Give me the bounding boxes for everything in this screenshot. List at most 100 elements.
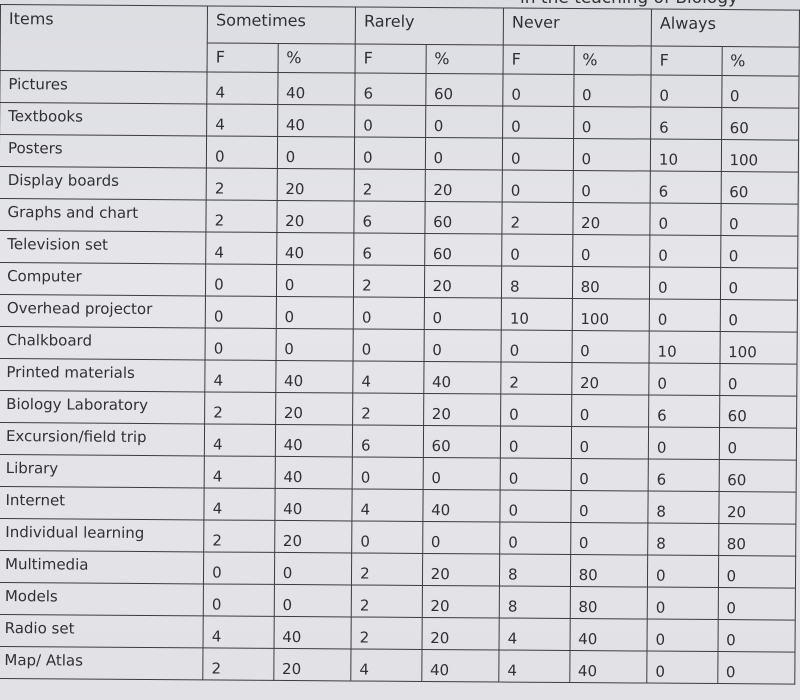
rarely-percent-cell: 60 [425, 73, 504, 107]
never-f-cell: 2 [501, 202, 573, 235]
header-percent: % [277, 43, 356, 73]
header-f: F [355, 43, 426, 74]
item-name: Display boards [0, 166, 207, 200]
never-percent-cell: 0 [572, 234, 650, 268]
sometimes-percent-cell: 0 [277, 136, 355, 169]
always-f-cell: 6 [650, 171, 721, 204]
sometimes-percent-cell: 0 [273, 584, 352, 617]
rarely-percent-cell: 40 [421, 649, 500, 682]
rarely-f-cell: 2 [351, 584, 423, 618]
never-f-cell: 4 [499, 618, 570, 651]
rarely-percent-cell: 40 [423, 361, 502, 395]
rarely-f-cell: 2 [354, 168, 426, 202]
sometimes-percent-cell: 40 [274, 488, 353, 521]
sometimes-percent-cell: 40 [276, 232, 355, 265]
rarely-percent-cell: 20 [422, 553, 500, 587]
rarely-f-cell: 0 [353, 328, 424, 362]
always-f-cell: 6 [648, 459, 719, 492]
sometimes-f-cell: 2 [204, 391, 276, 425]
rarely-percent-cell: 0 [423, 297, 502, 331]
header-row-groups: Items Sometimes Rarely Never Always [0, 4, 800, 72]
rarely-f-cell: 4 [350, 648, 422, 682]
item-name: Printed materials [0, 358, 206, 392]
sometimes-f-cell: 2 [203, 519, 275, 553]
header-f: F [207, 42, 278, 73]
sometimes-f-cell: 2 [206, 199, 277, 233]
sometimes-f-cell: 0 [205, 263, 277, 297]
sometimes-percent-cell: 40 [277, 104, 355, 137]
table-row: Map/ Atlas 2 20 4 40 4 40 0 0 [0, 646, 795, 685]
never-percent-cell: 0 [572, 170, 651, 204]
never-f-cell: 8 [501, 266, 573, 299]
never-f-cell: 8 [499, 586, 571, 619]
always-f-cell: 0 [647, 555, 719, 588]
sometimes-percent-cell: 40 [274, 456, 353, 489]
item-name: Overhead projector [0, 294, 206, 328]
never-percent-cell: 0 [570, 490, 649, 524]
never-percent-cell: 0 [571, 394, 649, 428]
rarely-f-cell: 0 [353, 296, 425, 330]
rarely-f-cell: 6 [352, 424, 424, 458]
always-f-cell: 0 [648, 363, 720, 396]
rarely-percent-cell: 20 [421, 617, 500, 650]
never-f-cell: 8 [499, 554, 571, 587]
never-percent-cell: 0 [571, 330, 650, 364]
always-percent-cell: 80 [718, 523, 796, 557]
never-percent-cell: 20 [571, 362, 650, 396]
always-percent-cell: 60 [720, 171, 799, 205]
always-f-cell: 8 [647, 523, 719, 556]
header-sometimes: Sometimes [207, 5, 356, 44]
never-percent-cell: 0 [570, 522, 648, 556]
sometimes-f-cell: 4 [205, 231, 277, 265]
always-percent-cell: 0 [721, 75, 800, 109]
never-f-cell: 0 [500, 458, 571, 491]
always-f-cell: 0 [646, 651, 718, 684]
never-percent-cell: 80 [570, 554, 648, 588]
item-name: Biology Laboratory [0, 390, 205, 424]
never-percent-cell: 0 [570, 426, 649, 460]
sometimes-f-cell: 2 [206, 167, 278, 201]
never-percent-cell: 20 [572, 202, 651, 236]
sometimes-f-cell: 4 [206, 103, 278, 137]
never-percent-cell: 40 [569, 650, 647, 684]
rarely-percent-cell: 20 [421, 585, 500, 619]
rarely-f-cell: 4 [352, 360, 424, 394]
header-never: Never [503, 8, 652, 47]
never-f-cell: 0 [501, 330, 572, 363]
header-always: Always [651, 9, 800, 48]
sometimes-percent-cell: 0 [275, 328, 354, 361]
always-f-cell: 10 [649, 331, 720, 364]
sometimes-f-cell: 4 [204, 487, 275, 521]
rarely-f-cell: 4 [351, 488, 423, 522]
item-name: Individual learning [0, 518, 205, 552]
sometimes-percent-cell: 20 [276, 168, 355, 201]
never-f-cell: 0 [502, 106, 574, 139]
rarely-f-cell: 0 [354, 136, 426, 170]
sometimes-f-cell: 4 [206, 71, 278, 105]
never-f-cell: 0 [502, 170, 573, 203]
rarely-percent-cell: 60 [423, 425, 501, 459]
rarely-percent-cell: 0 [423, 329, 502, 363]
sometimes-percent-cell: 40 [277, 72, 356, 105]
sometimes-f-cell: 4 [204, 423, 276, 457]
rarely-f-cell: 2 [352, 392, 424, 426]
sometimes-f-cell: 0 [205, 295, 277, 329]
header-percent: % [425, 44, 504, 75]
header-rarely: Rarely [355, 6, 504, 46]
always-percent-cell: 20 [718, 491, 797, 525]
item-name: Models [0, 582, 204, 616]
never-percent-cell: 0 [573, 106, 651, 140]
always-f-cell: 8 [647, 491, 719, 524]
always-f-cell: 10 [650, 139, 722, 172]
always-percent-cell: 60 [718, 459, 797, 493]
never-percent-cell: 80 [572, 266, 650, 300]
always-percent-cell: 0 [718, 555, 796, 589]
sometimes-f-cell: 0 [205, 327, 276, 361]
never-f-cell: 10 [501, 298, 573, 331]
rarely-f-cell: 6 [353, 232, 425, 266]
rarely-f-cell: 2 [351, 616, 422, 650]
header-items: Items [0, 4, 208, 72]
rarely-f-cell: 6 [354, 200, 425, 234]
never-f-cell: 0 [499, 490, 571, 523]
never-percent-cell: 100 [571, 298, 650, 332]
